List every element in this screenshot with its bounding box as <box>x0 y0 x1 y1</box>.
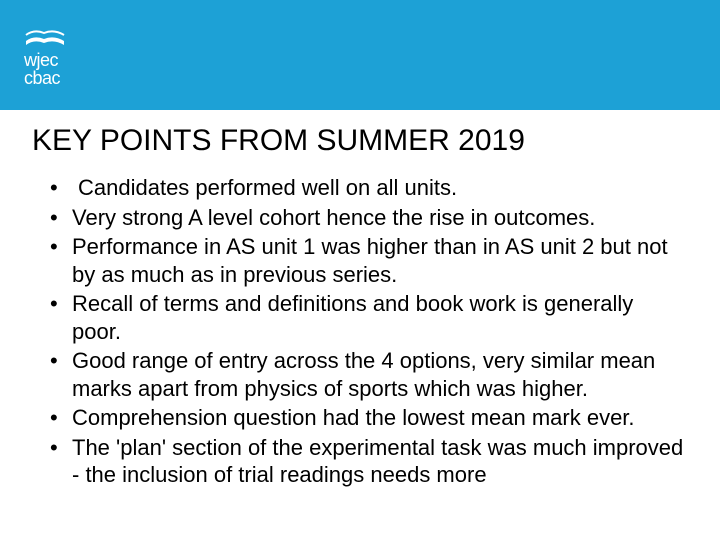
brand-logo: wjec cbac <box>24 23 66 87</box>
book-icon <box>24 23 66 47</box>
bullet-text: Very strong A level cohort hence the ris… <box>72 205 595 230</box>
logo-text: wjec cbac <box>24 51 66 87</box>
bullet-text: Recall of terms and definitions and book… <box>72 291 633 344</box>
list-item: Good range of entry across the 4 options… <box>72 347 688 402</box>
bullet-text: Good range of entry across the 4 options… <box>72 348 655 401</box>
bullet-list: Candidates performed well on all units. … <box>32 174 688 489</box>
list-item: The 'plan' section of the experimental t… <box>72 434 688 489</box>
logo-line-2: cbac <box>24 69 66 87</box>
list-item: Very strong A level cohort hence the ris… <box>72 204 688 232</box>
page-title: KEY POINTS FROM SUMMER 2019 <box>32 124 688 158</box>
list-item: Performance in AS unit 1 was higher than… <box>72 233 688 288</box>
header-bar: wjec cbac <box>0 0 720 110</box>
logo-line-1: wjec <box>24 51 66 69</box>
list-item: Recall of terms and definitions and book… <box>72 290 688 345</box>
bullet-text: Candidates performed well on all units. <box>72 175 457 200</box>
bullet-text: Comprehension question had the lowest me… <box>72 405 635 430</box>
bullet-text: Performance in AS unit 1 was higher than… <box>72 234 668 287</box>
content-area: KEY POINTS FROM SUMMER 2019 Candidates p… <box>0 110 720 489</box>
list-item: Candidates performed well on all units. <box>72 174 688 202</box>
list-item: Comprehension question had the lowest me… <box>72 404 688 432</box>
bullet-text: The 'plan' section of the experimental t… <box>72 435 683 488</box>
